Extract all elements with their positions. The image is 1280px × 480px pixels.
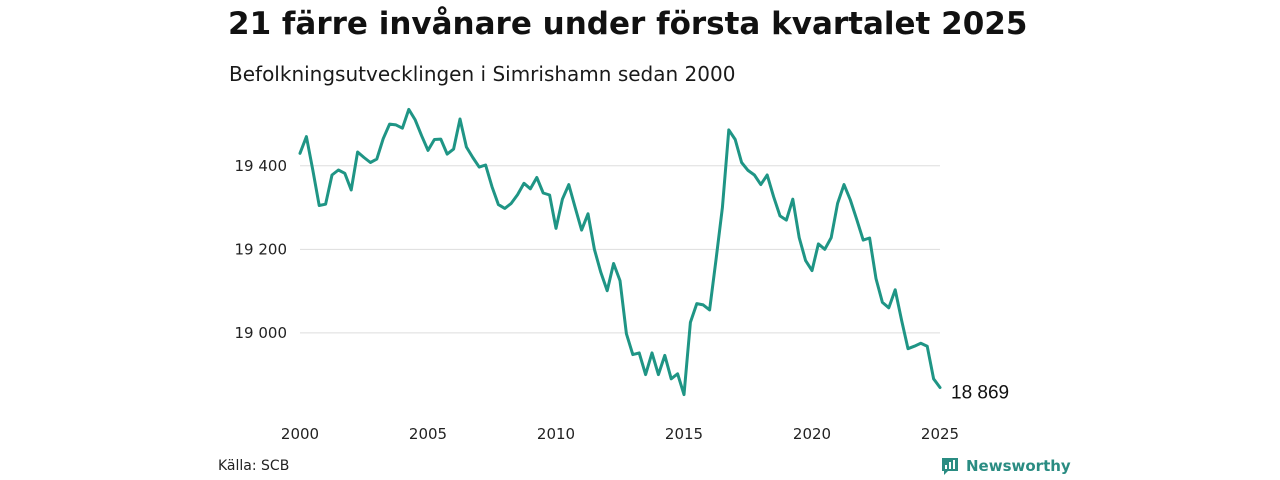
y-tick-label: 19 400 bbox=[235, 157, 288, 175]
newsworthy-logo-icon bbox=[942, 458, 958, 475]
chart-subtitle: Befolkningsutvecklingen i Simrishamn sed… bbox=[229, 62, 736, 86]
x-tick-label: 2015 bbox=[665, 425, 703, 443]
end-label-group: 18 869 bbox=[951, 383, 1009, 404]
chart-title: 21 färre invånare under första kvartalet… bbox=[228, 6, 1028, 42]
series-line bbox=[298, 107, 942, 397]
source-note: Källa: SCB bbox=[218, 458, 290, 474]
y-tick-label: 19 200 bbox=[235, 240, 288, 258]
y-tick-label: 19 000 bbox=[235, 324, 288, 342]
brand-logo: Newsworthy bbox=[940, 456, 1071, 476]
y-axis-ticks: 19 000 19 200 19 400 bbox=[235, 157, 288, 342]
x-tick-label: 2025 bbox=[921, 425, 959, 443]
gridlines bbox=[300, 165, 940, 334]
brand-name: Newsworthy bbox=[966, 457, 1071, 475]
x-axis-ticks: 2000 2005 2010 2015 2020 2025 bbox=[281, 425, 959, 443]
x-tick-label: 2020 bbox=[793, 425, 831, 443]
x-tick-label: 2000 bbox=[281, 425, 319, 443]
end-value-label: 18 869 bbox=[951, 383, 1009, 404]
x-tick-label: 2010 bbox=[537, 425, 575, 443]
series-group bbox=[298, 107, 942, 397]
x-tick-label: 2005 bbox=[409, 425, 447, 443]
